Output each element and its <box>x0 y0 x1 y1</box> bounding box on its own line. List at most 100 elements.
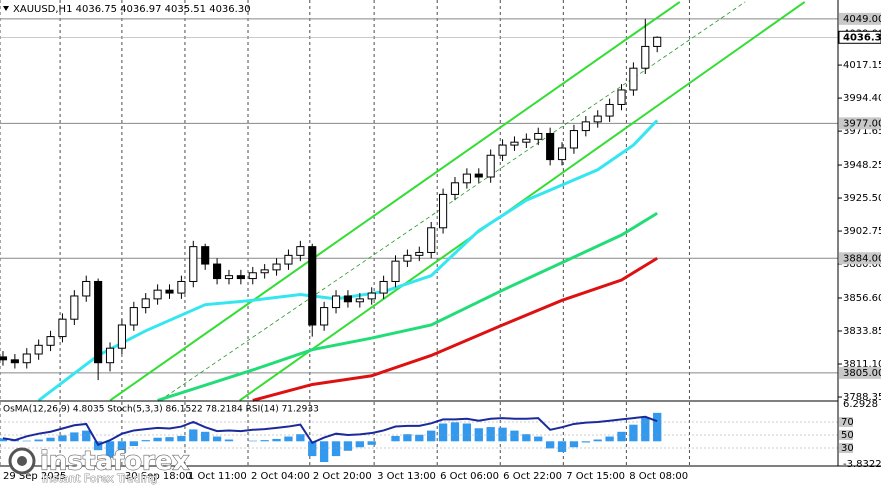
candle-body <box>510 141 519 146</box>
osma-bar <box>260 440 269 442</box>
osma-bar <box>70 432 79 442</box>
logo-tagline: Instant Forex Trading <box>42 472 158 485</box>
x-tick-label: 1 Oct 11:00 <box>188 471 247 482</box>
bid-box <box>838 30 881 44</box>
candle-body <box>641 45 650 69</box>
level-box <box>839 117 881 130</box>
x-tick-label: 6 Oct 06:00 <box>440 471 499 482</box>
candle-body <box>474 173 483 178</box>
moving-average <box>252 256 658 402</box>
candle-body <box>450 182 460 195</box>
candle-body <box>201 246 210 265</box>
osma-bar <box>46 437 55 442</box>
candle-body <box>284 254 293 265</box>
candle-body <box>165 289 174 294</box>
candle-body <box>105 347 115 364</box>
osma-bar <box>212 436 222 442</box>
candle-body <box>129 307 138 326</box>
osma-bar <box>534 436 543 442</box>
candle-body <box>141 298 150 309</box>
osma-bar <box>415 434 424 442</box>
level-label: 3805.00 <box>843 368 881 379</box>
osma-bar <box>427 430 436 442</box>
rsi-tick-label: 70 <box>841 417 854 428</box>
channel-line <box>109 1 681 402</box>
candle-body <box>355 298 364 303</box>
candle-body <box>331 295 341 309</box>
osma-bar <box>641 417 650 442</box>
osma-bar <box>355 441 364 448</box>
x-tick-label: 29 Sep 2025 <box>3 471 66 482</box>
osma-bar <box>117 441 127 454</box>
candle-body <box>153 289 162 300</box>
osma-bar <box>319 441 329 463</box>
candle-body <box>653 36 662 47</box>
osma-bar <box>545 441 555 449</box>
candle-body <box>296 246 305 256</box>
osma-bar <box>105 441 115 458</box>
candle-body <box>308 246 317 326</box>
candle-body <box>403 254 412 262</box>
y-tick-label: 4017.15 <box>843 60 881 71</box>
osma-bar <box>129 441 138 447</box>
y-tick-label: 3971.65 <box>843 126 881 137</box>
osma-bar <box>296 434 305 442</box>
osma-bar <box>177 435 186 442</box>
level-box <box>839 252 881 265</box>
candle-body <box>439 193 448 229</box>
osma-bar <box>189 429 198 442</box>
osma-bar <box>450 422 460 442</box>
osma-bar <box>438 423 448 442</box>
candle-body <box>367 292 376 300</box>
candle-body <box>189 246 198 282</box>
osma-bar <box>343 441 353 451</box>
osma-bar <box>284 436 293 442</box>
osma-bar <box>391 435 400 442</box>
osma-bar <box>224 439 234 442</box>
osma-bar <box>367 441 376 445</box>
x-tick-label: 8 Oct 08:00 <box>629 471 688 482</box>
candle-body <box>320 307 329 326</box>
candle-body <box>379 280 388 294</box>
logo-text: instaforex <box>40 447 190 477</box>
candle-body <box>546 132 555 161</box>
osma-bar <box>510 430 519 442</box>
candle-body <box>427 227 436 253</box>
rsi-level-box <box>839 417 853 427</box>
indicator-title: OsMA(12,26,9) 4.8035 Stoch(5,3,3) 86.152… <box>3 405 319 415</box>
candle-body <box>557 147 567 161</box>
y-tick-label: 3925.50 <box>843 193 881 204</box>
osma-bar <box>153 437 162 442</box>
y-tick-label: 3856.60 <box>843 293 881 304</box>
candle-body <box>22 353 31 364</box>
candle-body <box>522 138 531 143</box>
osma-bar <box>593 439 602 442</box>
osma-bar <box>522 434 531 442</box>
y-tick-label: 3994.40 <box>843 93 881 104</box>
osma-bar <box>605 436 614 442</box>
y-tick-label: 3811.10 <box>843 359 881 370</box>
y-tick-label: 3880.00 <box>843 259 881 270</box>
rsi-tick-label: 50 <box>841 430 854 441</box>
x-tick-label: 3 Oct 13:00 <box>377 471 436 482</box>
osma-tick-label: -3.8322 <box>843 459 881 470</box>
level-box <box>839 12 881 25</box>
x-tick-label: 6 Oct 22:00 <box>503 471 562 482</box>
osma-bar <box>58 435 67 442</box>
level-box <box>839 366 881 379</box>
candle-body <box>260 269 269 274</box>
candle-body <box>224 275 234 280</box>
candle-body <box>605 103 614 117</box>
candle-body <box>117 324 126 349</box>
osma-bar <box>462 423 472 442</box>
level-label: 3977.00 <box>843 118 881 129</box>
osma-bar <box>22 440 31 442</box>
candle-body <box>415 251 424 256</box>
candle-body <box>46 336 55 346</box>
candle-body <box>343 295 352 303</box>
candle-body <box>82 280 91 297</box>
osma-bar <box>308 441 317 457</box>
y-tick-label: 3902.75 <box>843 226 881 237</box>
candle-body <box>486 154 495 178</box>
